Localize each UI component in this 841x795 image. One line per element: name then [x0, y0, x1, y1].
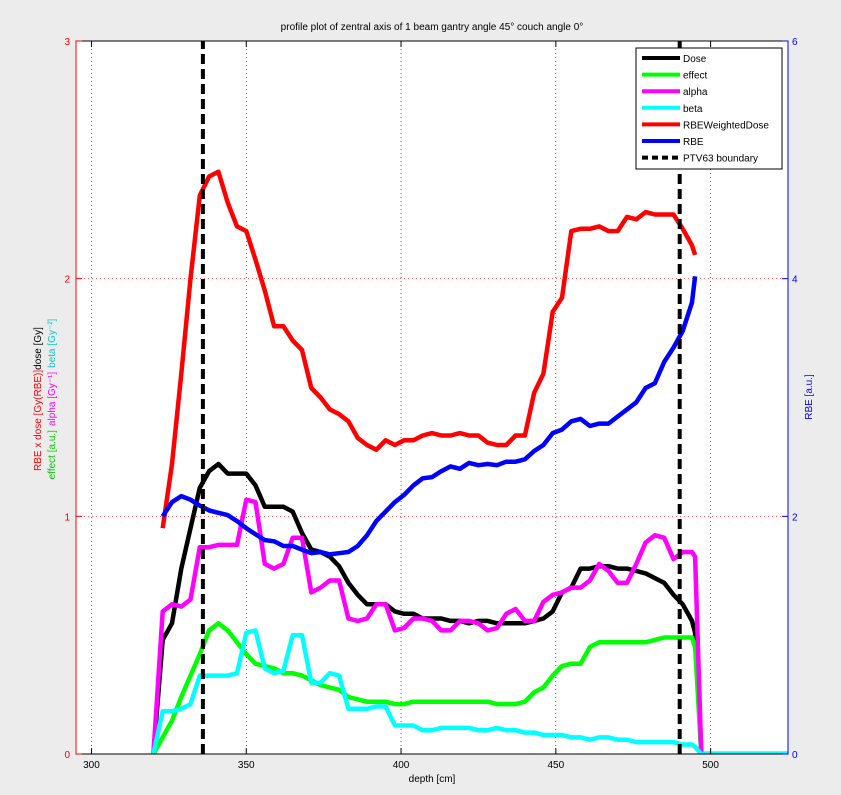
legend-label: RBE	[683, 137, 704, 148]
x-tick-label: 300	[83, 760, 100, 771]
y-left-tick-label: 0	[64, 750, 70, 761]
legend-label: effect	[683, 71, 707, 82]
legend-label: alpha	[683, 87, 708, 98]
chart-title: profile plot of zentral axis of 1 beam g…	[281, 22, 584, 33]
series-line-alpha	[151, 497, 788, 754]
legend-label: PTV63 boundary	[683, 154, 758, 165]
y-left-tick-label: 1	[64, 512, 70, 523]
y-label-dose: dose [Gy]	[33, 327, 44, 370]
x-tick-label: 400	[393, 760, 410, 771]
y-label-effect: effect [a.u.]	[47, 430, 58, 480]
grid	[76, 41, 788, 754]
legend-label: Dose	[683, 54, 707, 65]
x-tick-label: 350	[238, 760, 255, 771]
y-axis-label-left-2: effect [a.u.] alpha [Gy⁻¹] beta [Gy⁻²]	[47, 318, 58, 479]
y-right-tick-label: 2	[792, 512, 798, 523]
legend: Dose effect alpha beta RBEWeightedDose RBE PTV…	[635, 47, 783, 170]
y-label-beta: beta [Gy⁻²]	[47, 318, 58, 367]
x-tick-label: 450	[547, 760, 564, 771]
y-left-tick-label: 3	[64, 37, 70, 48]
x-tick-label: 500	[702, 760, 719, 771]
y-right-tick-label: 6	[792, 37, 798, 48]
series-line-beta	[151, 628, 788, 754]
y-label-rbe-dose: RBE x dose [Gy(RBE)]	[33, 370, 44, 471]
x-axis-label: depth [cm]	[409, 774, 456, 785]
y-right-tick-label: 0	[792, 750, 798, 761]
y-right-tick-label: 4	[792, 275, 798, 286]
y-left-tick-label: 2	[64, 275, 70, 286]
legend-label: beta	[683, 104, 703, 115]
series-line-effect	[151, 621, 788, 754]
legend-label: RBEWeightedDose	[683, 120, 769, 131]
series-line-rbeweighteddose	[160, 169, 698, 529]
y-axis-label-right: RBE [a.u.]	[804, 374, 815, 420]
series-line-rbe	[160, 276, 698, 557]
y-label-alpha: alpha [Gy⁻¹]	[47, 372, 58, 426]
y-axis-label-left: RBE x dose [Gy(RBE)]dose [Gy]	[33, 327, 44, 471]
ticks: 300 350 400 450 500 0 1 2 3 0 2 4 6	[64, 37, 798, 771]
